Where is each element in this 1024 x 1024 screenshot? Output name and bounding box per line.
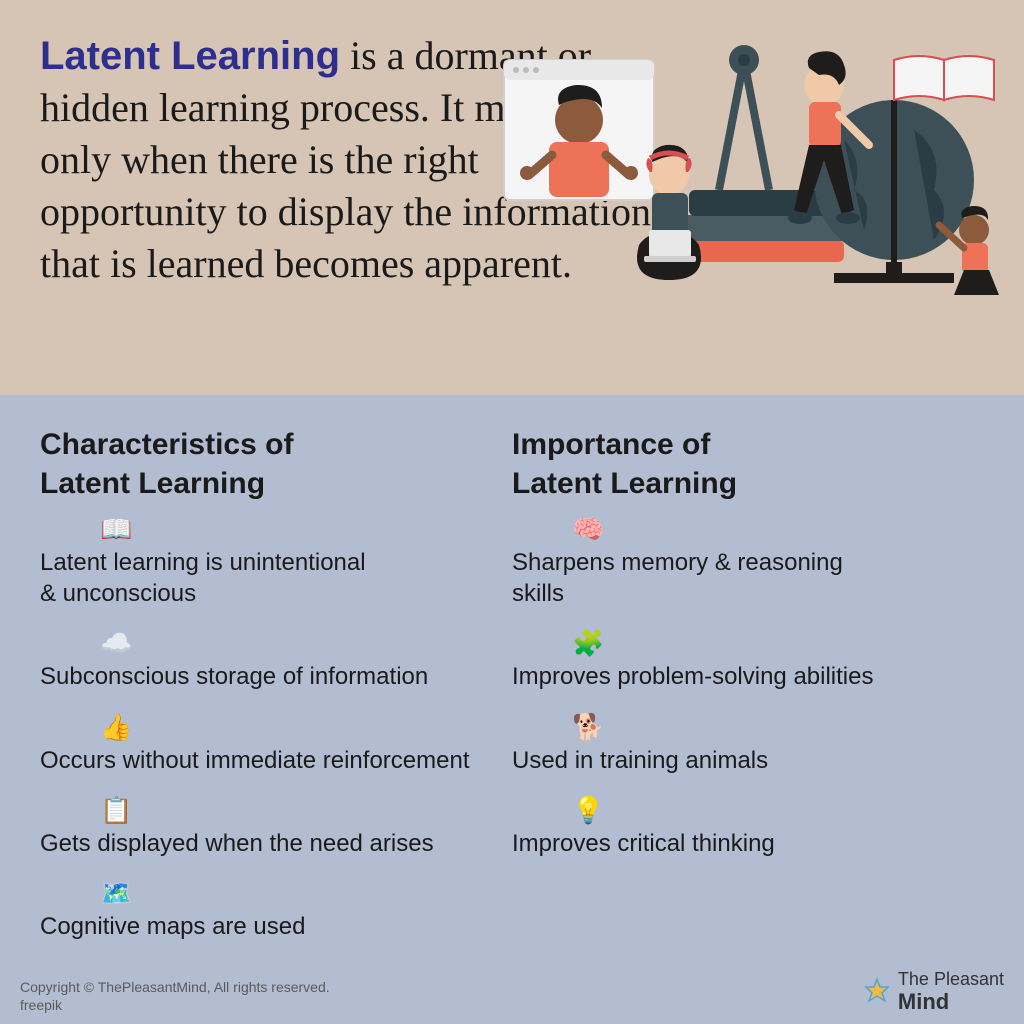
item-text: Latent learning is unintentional& uncons… <box>40 547 512 609</box>
thumbs-up-icon: 👍 <box>100 713 512 743</box>
footer: Copyright © ThePleasantMind, All rights … <box>20 970 1004 1014</box>
cloud-icon: ☁️ <box>100 629 512 659</box>
header-section: Latent Learning is a dormant or hidden l… <box>0 0 1024 395</box>
clipboard-icon: 📋 <box>100 796 512 826</box>
item-text: Cognitive maps are used <box>40 911 512 942</box>
right-column-title: Importance of Latent Learning <box>512 425 984 503</box>
brain-book-icon: 📖 <box>100 515 512 545</box>
list-item: 🧩 Improves problem-solving abilities <box>512 629 984 692</box>
brand-logo: The Pleasant Mind <box>862 970 1004 1014</box>
right-column: Importance of Latent Learning 🧠 Sharpens… <box>512 425 984 1014</box>
list-item: 💡 Improves critical thinking <box>512 796 984 859</box>
list-item: 🐕 Used in training animals <box>512 713 984 776</box>
item-text: Subconscious storage of information <box>40 661 512 692</box>
item-text: Occurs without immediate reinforcement <box>40 745 512 776</box>
item-text: Used in training animals <box>512 745 984 776</box>
item-text: Gets displayed when the need arises <box>40 828 512 859</box>
list-item: 📋 Gets displayed when the need arises <box>40 796 512 859</box>
dog-training-icon: 🐕 <box>572 713 984 743</box>
list-item: 🗺️ Cognitive maps are used <box>40 879 512 942</box>
copyright: Copyright © ThePleasantMind, All rights … <box>20 978 330 1014</box>
map-icon: 🗺️ <box>100 879 512 909</box>
left-column: Characteristics of Latent Learning 📖 Lat… <box>40 425 512 1014</box>
hero-illustration <box>494 30 1004 330</box>
logo-text: The Pleasant Mind <box>898 970 1004 1014</box>
list-item: ☁️ Subconscious storage of information <box>40 629 512 692</box>
item-text: Improves critical thinking <box>512 828 984 859</box>
item-text: Improves problem-solving abilities <box>512 661 984 692</box>
puzzle-icon: 🧩 <box>572 629 984 659</box>
list-item: 📖 Latent learning is unintentional& unco… <box>40 515 512 609</box>
content-section: Characteristics of Latent Learning 📖 Lat… <box>0 395 1024 1024</box>
lightbulb-icon: 💡 <box>572 796 984 826</box>
list-item: 👍 Occurs without immediate reinforcement <box>40 713 512 776</box>
logo-star-icon <box>862 977 892 1007</box>
list-item: 🧠 Sharpens memory & reasoningskills <box>512 515 984 609</box>
headline-emphasis: Latent Learning <box>40 34 340 78</box>
brain-hands-icon: 🧠 <box>572 515 984 545</box>
item-text: Sharpens memory & reasoningskills <box>512 547 984 609</box>
left-column-title: Characteristics of Latent Learning <box>40 425 512 503</box>
